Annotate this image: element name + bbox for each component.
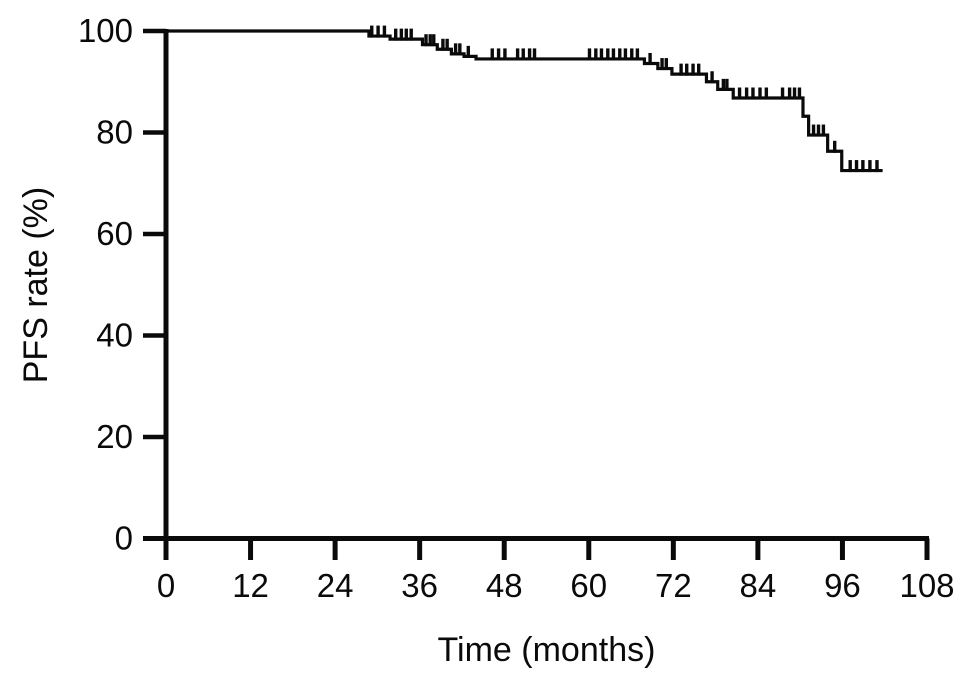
x-tick-label: 0 (157, 567, 175, 604)
km-series (166, 29, 883, 173)
x-ticks: 0 12 24 36 48 60 72 84 96 108 (157, 538, 955, 604)
x-tick-label: 60 (570, 567, 607, 604)
y-tick-label: 80 (96, 114, 133, 151)
x-axis-title: Time (months) (437, 631, 656, 669)
y-tick-label: 100 (78, 12, 133, 49)
x-tick-label: 72 (655, 567, 692, 604)
axes (143, 29, 929, 542)
x-tick-label: 84 (740, 567, 777, 604)
y-axis-title: PFS rate (%) (17, 186, 55, 384)
x-tick-label: 48 (486, 567, 523, 604)
y-ticks: 0 20 40 60 80 100 (78, 12, 166, 557)
x-tick-label: 36 (401, 567, 438, 604)
x-tick-label: 12 (232, 567, 269, 604)
x-tick-label: 24 (317, 567, 354, 604)
y-tick-label: 60 (96, 215, 133, 252)
x-tick-label: 108 (899, 567, 954, 604)
y-tick-label: 40 (96, 317, 133, 354)
km-step-curve (166, 29, 883, 173)
y-tick-label: 0 (115, 520, 133, 557)
y-tick-label: 20 (96, 418, 133, 455)
x-tick-label: 96 (824, 567, 861, 604)
censor-ticks (370, 25, 879, 173)
